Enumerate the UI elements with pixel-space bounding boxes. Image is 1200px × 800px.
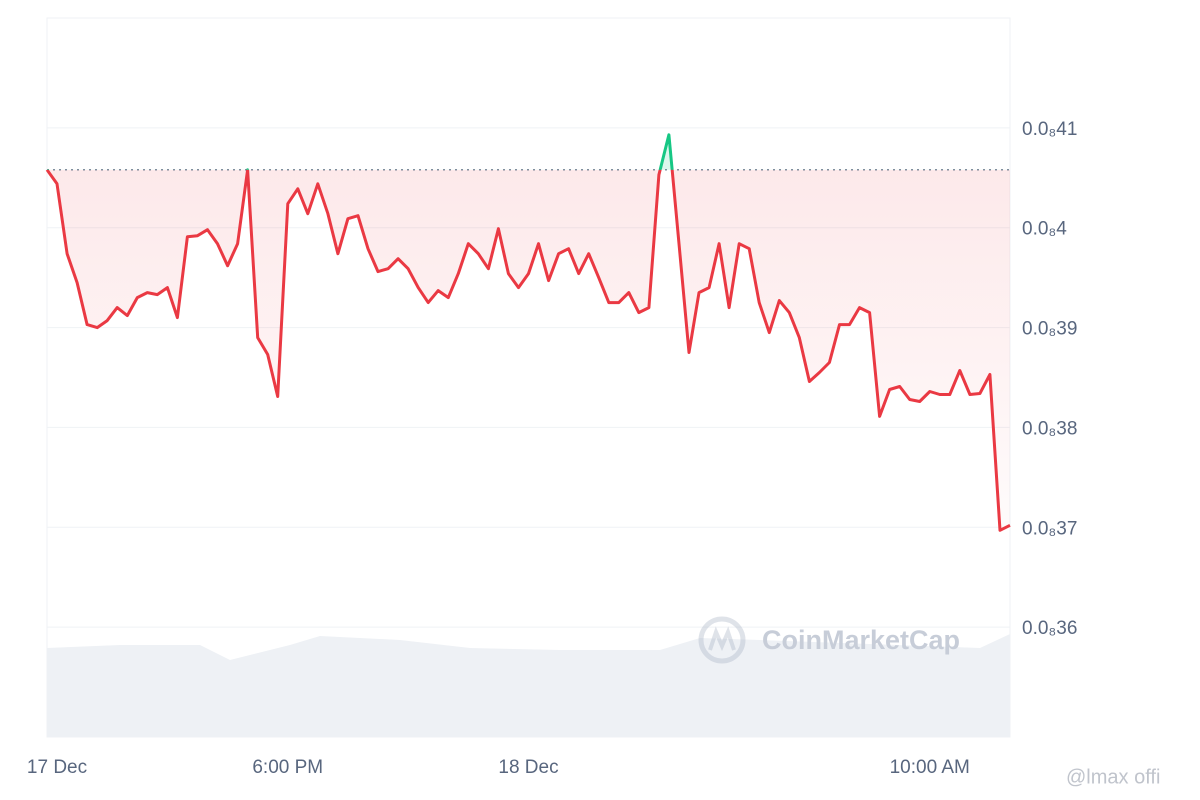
price-area xyxy=(47,169,1010,531)
x-tick-label: 18 Dec xyxy=(498,757,558,778)
y-tick-label: 0.0₈38 xyxy=(1022,418,1077,439)
y-tick-label: 0.0₈4 xyxy=(1022,219,1067,240)
x-tick-label: 17 Dec xyxy=(27,757,87,778)
x-tick-label: 6:00 PM xyxy=(252,757,323,778)
y-tick-label: 0.0₈37 xyxy=(1022,518,1077,539)
watermark: CoinMarketCap xyxy=(762,625,960,655)
y-tick-label: 0.0₈36 xyxy=(1022,618,1077,639)
x-tick-label: 10:00 AM xyxy=(890,757,970,778)
volume-area xyxy=(47,634,1010,737)
credit: @lmax offi xyxy=(1066,766,1160,788)
y-tick-label: 0.0₈39 xyxy=(1022,319,1077,340)
watermark-logo xyxy=(698,616,746,664)
price-line xyxy=(45,169,1011,532)
y-tick-label: 0.0₈41 xyxy=(1022,119,1077,140)
